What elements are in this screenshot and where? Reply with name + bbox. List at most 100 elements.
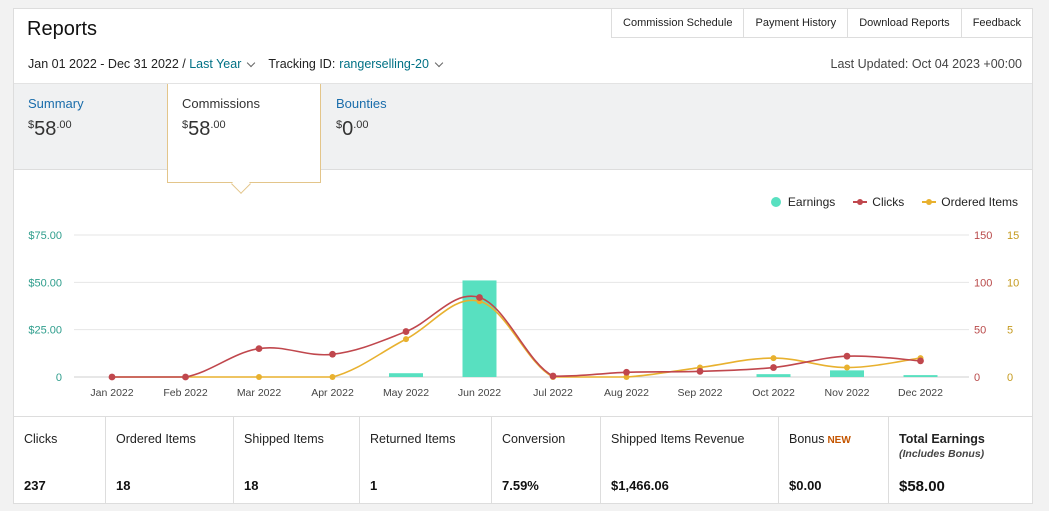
clicks-point: [623, 368, 630, 376]
tab-label: Summary: [28, 96, 84, 111]
clicks-point: [696, 367, 704, 375]
feedback-link[interactable]: Feedback: [961, 8, 1033, 38]
stat-shipped-items: Shipped Items 18: [234, 417, 360, 504]
tracking-label: Tracking ID:: [268, 57, 336, 71]
x-tick-label: Apr 2022: [311, 387, 354, 399]
earnings-bar: [389, 373, 423, 377]
chevron-down-icon[interactable]: [434, 58, 444, 67]
ordered-items-line: [112, 299, 921, 378]
x-tick-label: Aug 2022: [604, 387, 649, 399]
stat-label: Conversion: [502, 432, 566, 446]
tab-bounties[interactable]: Bounties $0.00: [322, 84, 472, 170]
clicks-point: [843, 352, 851, 360]
stat-conversion: Conversion 7.59%: [492, 417, 601, 504]
stat-total-earnings: Total Earnings (Includes Bonus) $58.00: [889, 417, 1032, 504]
legend-label: Earnings: [787, 195, 836, 209]
chevron-down-icon[interactable]: [247, 58, 256, 67]
tab-label: Commissions: [182, 96, 261, 111]
reports-panel: Reports Commission Schedule Payment Hist…: [13, 8, 1033, 504]
clicks-point: [770, 364, 777, 371]
stat-returned-items: Returned Items 1: [360, 417, 492, 504]
payment-history-link[interactable]: Payment History: [744, 8, 849, 38]
ordered-items-point: [770, 355, 777, 362]
x-tick-label: Dec 2022: [898, 387, 943, 399]
y-right-items-tick-label: 10: [1007, 277, 1019, 289]
clicks-point: [182, 373, 189, 381]
y-right-items-tick-label: 5: [1007, 325, 1013, 337]
legend-label: Ordered Items: [941, 195, 1018, 209]
y-left-tick-label: $25.00: [28, 325, 62, 337]
y-left-tick-label: $50.00: [28, 277, 62, 289]
tab-amount: $58.00: [182, 118, 306, 141]
y-left-tick-label: $75.00: [28, 230, 62, 242]
legend-ordered-items[interactable]: Ordered Items: [922, 195, 1018, 209]
x-tick-label: Feb 2022: [163, 387, 208, 399]
currency-symbol: $: [182, 119, 189, 131]
stat-value: 18: [116, 478, 131, 493]
x-tick-label: Jan 2022: [90, 387, 133, 399]
stat-clicks: Clicks 237: [14, 417, 106, 504]
date-range: Jan 01 2022 - Dec 31 2022: [28, 57, 179, 71]
tab-commissions[interactable]: Commissions $58.00: [167, 84, 321, 194]
amount-whole: 58: [34, 118, 57, 140]
stat-value: $0.00: [789, 478, 822, 493]
commission-schedule-link[interactable]: Commission Schedule: [611, 8, 745, 38]
x-tick-label: Mar 2022: [237, 387, 282, 399]
tab-summary[interactable]: Summary $58.00: [14, 84, 166, 170]
y-left-tick-label: 0: [56, 372, 62, 384]
x-tick-label: Sep 2022: [678, 387, 723, 399]
chart-legend: Earnings Clicks Ordered Items: [753, 195, 1018, 209]
earnings-bar: [830, 370, 864, 377]
ordered-items-point: [844, 364, 850, 371]
stat-sublabel: (Includes Bonus): [899, 448, 985, 460]
clicks-point: [476, 294, 483, 301]
stat-shipped-revenue: Shipped Items Revenue $1,466.06: [601, 417, 779, 504]
legend-earnings[interactable]: Earnings: [770, 195, 836, 209]
period-dropdown[interactable]: Last Year: [189, 57, 242, 71]
x-tick-label: Jun 2022: [458, 387, 501, 399]
ordered-items-point: [623, 374, 630, 380]
ordered-items-line-icon: [922, 197, 937, 207]
earnings-dot-icon: [770, 197, 781, 207]
amount-cents: .00: [353, 119, 369, 131]
clicks-point: [917, 357, 924, 365]
tracking-id-dropdown[interactable]: rangerselling-20: [339, 57, 429, 71]
ordered-items-point: [329, 374, 336, 380]
currency-symbol: $: [28, 119, 35, 131]
x-tick-label: Jul 2022: [533, 387, 573, 399]
clicks-point: [108, 373, 116, 381]
active-tab-caret: [231, 174, 251, 194]
x-tick-label: Oct 2022: [752, 387, 795, 399]
stat-value: $58.00: [899, 478, 945, 495]
y-right-clicks-tick-label: 50: [974, 325, 986, 337]
tab-label: Bounties: [336, 96, 387, 111]
clicks-line-icon: [853, 197, 868, 207]
bonus-label: Bonus: [789, 432, 825, 446]
clicks-point: [402, 328, 410, 335]
legend-clicks[interactable]: Clicks: [853, 195, 904, 209]
legend-label: Clicks: [872, 195, 905, 209]
clicks-point: [329, 350, 336, 358]
stat-label: Shipped Items: [244, 432, 324, 446]
report-tabs: Summary $58.00 Commissions $58.00 Bounti…: [14, 83, 1032, 194]
top-links: Commission Schedule Payment History Down…: [611, 8, 1033, 38]
filter-bar: Jan 01 2022 - Dec 31 2022 / Last Year Tr…: [28, 57, 452, 71]
stat-value: 7.59%: [502, 478, 539, 493]
stat-value: 18: [244, 478, 259, 493]
stat-label: Shipped Items Revenue: [611, 432, 745, 446]
clicks-point: [549, 372, 557, 380]
last-updated: Last Updated: Oct 04 2023 +00:00: [830, 57, 1022, 71]
new-badge: NEW: [827, 435, 851, 446]
stat-label: Ordered Items: [116, 432, 196, 446]
amount-whole: 58: [188, 118, 211, 140]
amount-cents: .00: [210, 119, 226, 131]
y-right-clicks-tick-label: 100: [974, 277, 992, 289]
stat-value: 237: [24, 478, 46, 493]
stat-ordered-items: Ordered Items 18: [106, 417, 234, 504]
stat-label: Total Earnings: [899, 432, 985, 446]
page-title: Reports: [27, 18, 98, 40]
earnings-bar: [903, 375, 938, 377]
download-reports-link[interactable]: Download Reports: [848, 8, 962, 38]
y-right-clicks-tick-label: 0: [974, 372, 980, 384]
x-tick-label: May 2022: [383, 387, 429, 399]
